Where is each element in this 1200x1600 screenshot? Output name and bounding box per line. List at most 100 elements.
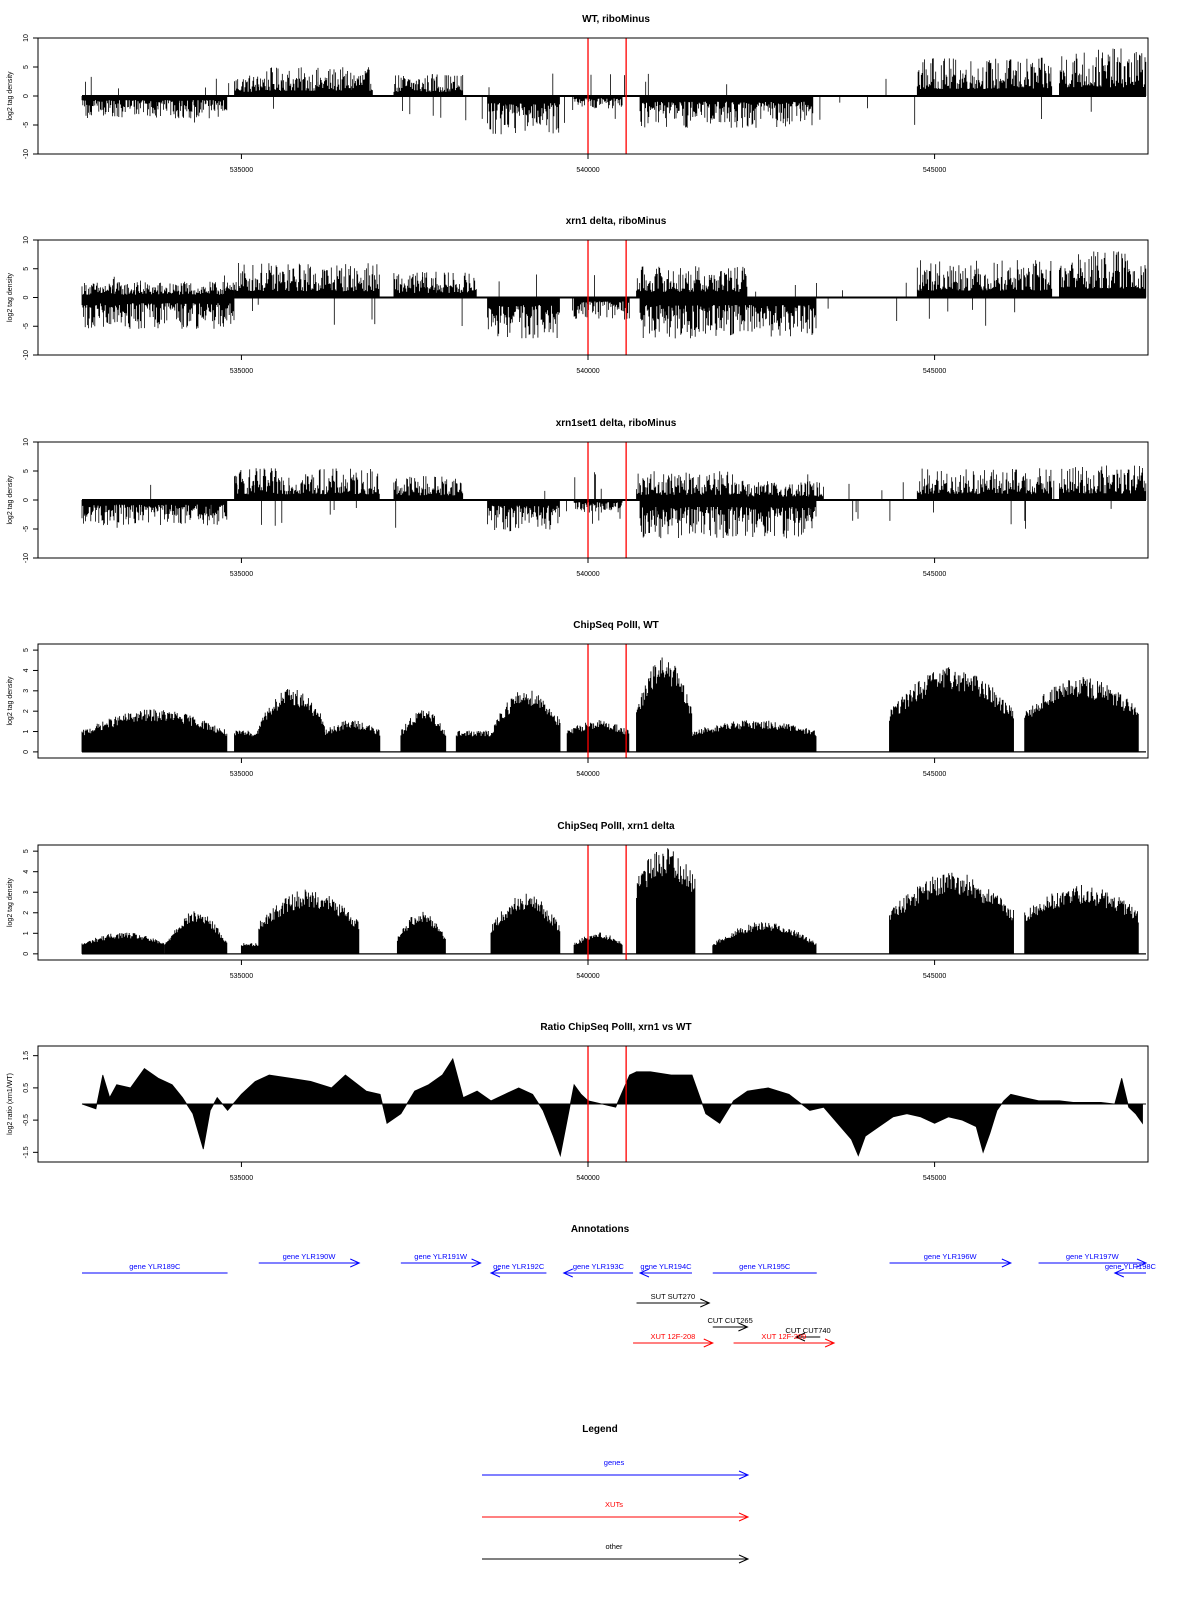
signal-bars — [889, 872, 1014, 954]
signal-bars — [400, 710, 447, 752]
y-tick-label: -10 — [23, 149, 30, 159]
chart-panel-4: ChipSeq PolII, WT log2 tag density 0 1 2 3 4 5 5… — [7, 620, 1149, 778]
chart-title: ChipSeq PolII, xrn1 delta — [557, 821, 675, 832]
x-tick-label: 540000 — [576, 771, 599, 778]
feature-label: gene YLR197W — [1066, 1252, 1120, 1261]
feature-gene-ylr197w: gene YLR197W — [1038, 1252, 1148, 1268]
x-tick-label: 535000 — [230, 167, 253, 174]
x-tick-label: 540000 — [576, 571, 599, 578]
x-tick-label: 535000 — [230, 1175, 253, 1182]
ratio-area — [81, 1057, 1143, 1158]
feature-cut-cut740: CUT CUT740 — [785, 1326, 831, 1342]
legend-item-other: other — [482, 1542, 750, 1564]
minus-strand-bars — [639, 96, 814, 128]
y-tick-label: 5 — [23, 849, 30, 853]
minus-strand-bars — [573, 96, 623, 109]
arrow-head — [1113, 1268, 1125, 1278]
feature-label: gene YLR191W — [414, 1252, 468, 1261]
series — [81, 1057, 1146, 1158]
y-axis-label: log2 tag density — [7, 877, 14, 927]
arrow-head — [1001, 1258, 1013, 1268]
y-tick-label: 10 — [23, 34, 30, 42]
feature-label: gene YLR190W — [283, 1252, 337, 1261]
plus-strand-bars — [234, 263, 380, 298]
feature-label: gene YLR195C — [739, 1262, 791, 1271]
y-tick-label: -5 — [23, 526, 30, 532]
arrow-head — [794, 1332, 806, 1342]
plus-strand-bars — [916, 260, 1053, 298]
chart-title: ChipSeq PolII, WT — [573, 620, 659, 631]
arrow-head — [350, 1258, 361, 1268]
plot-frame — [37, 1045, 1149, 1163]
y-tick-label: -0.5 — [23, 1114, 30, 1126]
chart-title: xrn1 delta, riboMinus — [566, 216, 667, 227]
plus-strand-bars — [393, 476, 464, 500]
isolated-bars — [85, 73, 1092, 125]
arrow-head — [1136, 1258, 1148, 1268]
y-tick-label: 5 — [23, 469, 30, 473]
minus-strand-bars — [81, 96, 228, 119]
legend-label: XUTs — [605, 1500, 623, 1509]
feature-label: gene YLR198C — [1105, 1262, 1157, 1271]
plus-strand-bars — [1059, 465, 1147, 500]
legend-title: Legend — [582, 1424, 618, 1435]
x-tick-label: 535000 — [230, 571, 253, 578]
legend-label: genes — [604, 1458, 625, 1467]
legend-item-xuts: XUTs — [482, 1500, 750, 1522]
feature-gene-ylr190w: gene YLR190W — [258, 1252, 361, 1268]
feature-label: gene YLR194C — [640, 1262, 692, 1271]
series — [81, 848, 1146, 955]
signal-bars — [234, 730, 259, 752]
signal-bars — [81, 709, 228, 752]
x-tick-label: 540000 — [576, 1175, 599, 1182]
y-axis-label: log2 tag density — [7, 272, 14, 322]
minus-strand-bars — [81, 500, 228, 526]
minus-strand-bars — [487, 96, 560, 135]
x-tick-label: 540000 — [576, 973, 599, 980]
y-tick-label: -10 — [23, 350, 30, 360]
series — [81, 48, 1147, 135]
x-tick-label: 545000 — [923, 1175, 946, 1182]
y-tick-label: 3 — [23, 890, 30, 894]
series — [81, 465, 1147, 539]
series — [81, 657, 1146, 753]
plot-frame — [37, 844, 1149, 961]
feature-label: CUT CUT740 — [785, 1326, 830, 1335]
plus-strand-bars — [258, 67, 373, 96]
feature-gene-ylr194c: gene YLR194C — [638, 1262, 692, 1278]
y-tick-label: -10 — [23, 553, 30, 563]
chart-panel-6: Ratio ChipSeq PolII, xrn1 vs WT log2 rati… — [7, 1022, 1149, 1182]
y-tick-label: 0 — [23, 94, 30, 98]
plus-strand-bars — [234, 75, 259, 96]
isolated-bars — [85, 472, 1112, 529]
minus-strand-bars — [639, 500, 817, 539]
y-axis-label: log2 tag density — [7, 676, 14, 726]
feature-label: gene YLR189C — [129, 1262, 181, 1271]
feature-label: gene YLR192C — [493, 1262, 545, 1271]
y-tick-label: 0 — [23, 750, 30, 754]
plus-strand-bars — [234, 468, 380, 500]
plus-strand-bars — [1059, 251, 1147, 298]
x-tick-label: 545000 — [923, 368, 946, 375]
minus-strand-bars — [573, 500, 623, 513]
plus-strand-bars — [916, 57, 1053, 96]
arrow-head — [562, 1268, 573, 1278]
x-tick-label: 535000 — [230, 368, 253, 375]
minus-strand-bars — [639, 297, 817, 339]
signal-bars — [258, 689, 325, 752]
arrow-head — [700, 1298, 711, 1308]
signal-bars — [258, 889, 360, 954]
y-tick-label: 2 — [23, 911, 30, 915]
minus-strand-bars — [81, 297, 235, 329]
feature-label: gene YLR196W — [924, 1252, 978, 1261]
y-tick-label: 0 — [23, 295, 30, 299]
y-tick-label: -5 — [23, 122, 30, 128]
feature-gene-ylr193c: gene YLR193C — [562, 1262, 634, 1278]
plus-strand-bars — [393, 272, 477, 298]
x-tick-label: 545000 — [923, 167, 946, 174]
isolated-bars — [112, 271, 1134, 326]
plus-strand-bars — [636, 471, 748, 500]
chart-panel-5: ChipSeq PolII, xrn1 delta log2 tag densit… — [7, 821, 1149, 980]
signal-bars — [1024, 885, 1139, 954]
signal-bars — [455, 730, 495, 752]
